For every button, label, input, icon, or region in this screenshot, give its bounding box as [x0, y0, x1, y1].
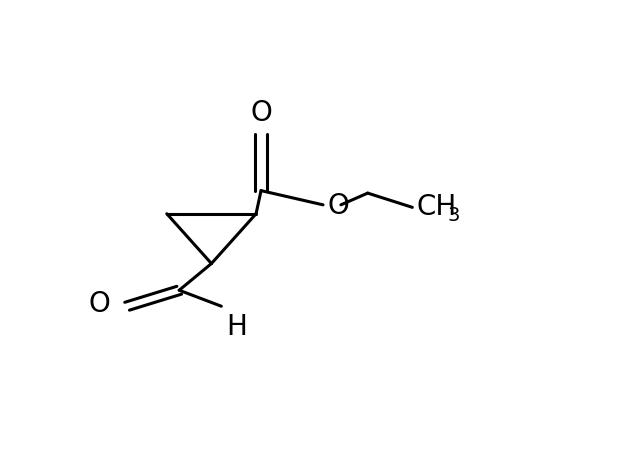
Text: O: O: [250, 98, 272, 127]
Text: O: O: [327, 192, 349, 219]
Text: O: O: [88, 291, 110, 318]
Text: CH: CH: [416, 193, 456, 221]
Text: H: H: [227, 313, 247, 341]
Text: 3: 3: [447, 206, 460, 225]
